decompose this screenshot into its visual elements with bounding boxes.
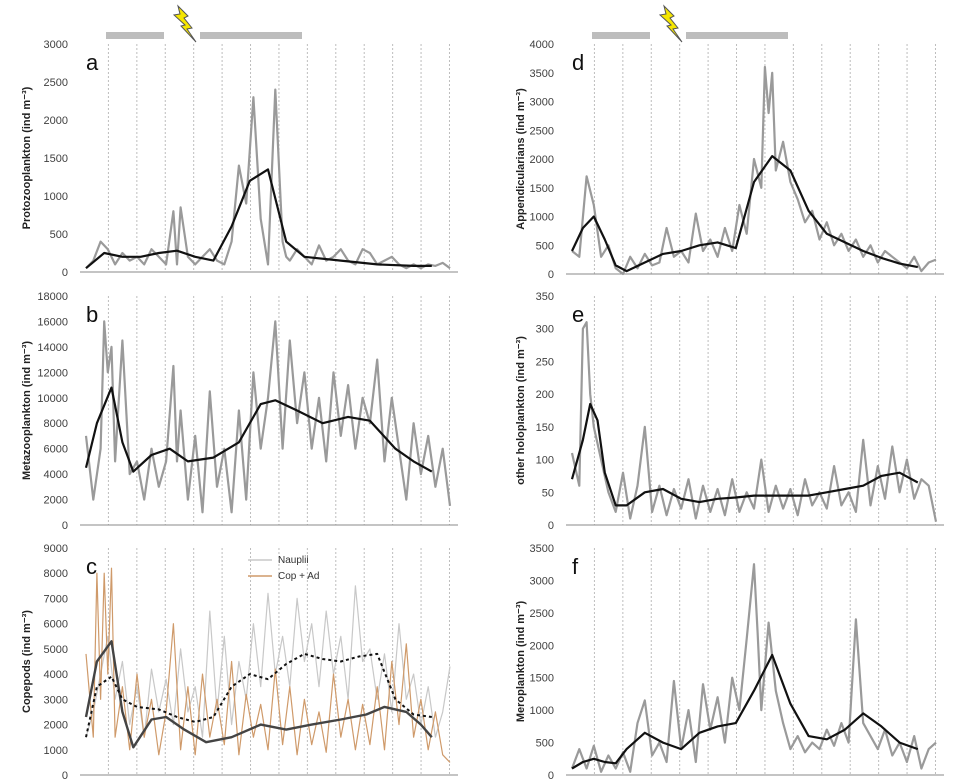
y-tick-label: 2500 bbox=[44, 77, 68, 89]
y-tick-label: 250 bbox=[536, 356, 554, 368]
y-axis-label: Appendicularians (ind m⁻³) bbox=[515, 88, 527, 230]
panel-d: 0 500 1000 1500 2000 2500 3000 3500 4000 Appendic… bbox=[515, 4, 944, 281]
y-tick-label: 1000 bbox=[530, 705, 554, 717]
y-tick-label: 3000 bbox=[44, 694, 68, 706]
legend-label: Cop + Ad bbox=[278, 571, 319, 582]
series-line-smooth-dotted bbox=[85, 652, 432, 738]
series-line-copad bbox=[85, 567, 451, 763]
y-tick-label: 9000 bbox=[44, 543, 68, 555]
y-tick-label: 4000 bbox=[530, 39, 554, 51]
series-line-raw bbox=[570, 563, 937, 773]
period-bar bbox=[592, 32, 650, 39]
y-tick-label: 2500 bbox=[530, 125, 554, 137]
y-tick-label: 4000 bbox=[44, 469, 68, 481]
y-tick-label: 2000 bbox=[44, 115, 68, 127]
y-tick-label: 350 bbox=[536, 291, 554, 303]
series-line-raw bbox=[571, 65, 937, 276]
panel-label: a bbox=[86, 50, 99, 75]
y-tick-label: 7000 bbox=[44, 593, 68, 605]
series-line-smooth bbox=[570, 402, 919, 507]
y-axis-label: Meroplankton (ind m⁻³) bbox=[515, 601, 527, 723]
y-axis-label: Copepods (ind m⁻³) bbox=[21, 610, 33, 713]
period-bar bbox=[106, 32, 164, 39]
y-tick-label: 50 bbox=[542, 487, 554, 499]
y-tick-label: 500 bbox=[536, 240, 554, 252]
series-line-smooth bbox=[571, 155, 919, 273]
y-tick-label: 5000 bbox=[44, 644, 68, 656]
panel-label: d bbox=[572, 50, 584, 75]
y-tick-label: 2000 bbox=[44, 720, 68, 732]
y-tick-label: 1500 bbox=[44, 153, 68, 165]
series-line-raw bbox=[84, 320, 452, 514]
series-line-smooth bbox=[85, 168, 432, 270]
y-tick-label: 150 bbox=[536, 422, 554, 434]
y-tick-label: 1000 bbox=[44, 191, 68, 203]
panel-b: 0 2000 4000 6000 8000 10000 12000 14000 16000 180… bbox=[21, 291, 458, 532]
y-tick-label: 2500 bbox=[530, 608, 554, 620]
y-tick-label: 100 bbox=[536, 455, 554, 467]
y-tick-label: 1000 bbox=[44, 745, 68, 757]
y-tick-label: 8000 bbox=[44, 418, 68, 430]
y-tick-label: 3000 bbox=[530, 575, 554, 587]
y-tick-label: 10000 bbox=[37, 393, 68, 405]
y-tick-label: 1500 bbox=[530, 183, 554, 195]
y-tick-label: 14000 bbox=[37, 342, 68, 354]
y-tick-label: 2000 bbox=[530, 640, 554, 652]
panel-f: 0 500 1000 1500 2000 2500 3000 3500 Meroplankton… bbox=[515, 543, 944, 782]
y-tick-label: 3000 bbox=[530, 97, 554, 109]
y-tick-label: 2000 bbox=[530, 154, 554, 166]
series-line-raw bbox=[570, 321, 938, 522]
y-tick-label: 3500 bbox=[530, 68, 554, 80]
y-tick-label: 0 bbox=[548, 770, 554, 782]
period-bar bbox=[686, 32, 788, 39]
y-tick-label: 18000 bbox=[37, 291, 68, 303]
y-tick-label: 1000 bbox=[530, 212, 554, 224]
y-tick-label: 200 bbox=[536, 389, 554, 401]
panel-label: e bbox=[572, 302, 584, 327]
series-line-raw bbox=[85, 88, 451, 270]
series-line-smooth bbox=[84, 640, 433, 749]
panel-label: f bbox=[572, 554, 579, 579]
y-axis-label: Protozooplankton (ind m⁻³) bbox=[21, 86, 33, 229]
y-tick-label: 3000 bbox=[44, 39, 68, 51]
y-tick-label: 0 bbox=[62, 267, 68, 279]
series-line-smooth bbox=[571, 653, 919, 770]
y-tick-label: 2000 bbox=[44, 495, 68, 507]
legend-label: Nauplii bbox=[278, 555, 309, 566]
panel-label: c bbox=[86, 554, 97, 579]
series-line-smooth bbox=[84, 386, 433, 473]
y-tick-label: 300 bbox=[536, 324, 554, 336]
panel-label: b bbox=[86, 302, 98, 327]
y-axis-label: Metazooplankton (ind m⁻³) bbox=[21, 341, 33, 480]
y-tick-label: 0 bbox=[548, 269, 554, 281]
y-tick-label: 8000 bbox=[44, 568, 68, 580]
y-tick-label: 3500 bbox=[530, 543, 554, 555]
period-bar bbox=[200, 32, 302, 39]
y-tick-label: 12000 bbox=[37, 367, 68, 379]
y-tick-label: 0 bbox=[62, 770, 68, 782]
series-line-nauplii bbox=[85, 585, 451, 738]
y-tick-label: 0 bbox=[62, 520, 68, 532]
y-tick-label: 0 bbox=[548, 520, 554, 532]
y-tick-label: 6000 bbox=[44, 619, 68, 631]
y-axis-label: other holoplankton (ind m⁻³) bbox=[515, 336, 527, 485]
lightning-icon bbox=[172, 4, 197, 43]
y-tick-label: 1500 bbox=[530, 673, 554, 685]
y-tick-label: 4000 bbox=[44, 669, 68, 681]
panel-e: 0 50 100 150 200 250 300 350 other holoplankton … bbox=[515, 291, 944, 532]
y-tick-label: 6000 bbox=[44, 444, 68, 456]
panel-c: 0 1000 2000 3000 4000 5000 6000 7000 8000 9000 Cop… bbox=[21, 543, 458, 782]
y-tick-label: 16000 bbox=[37, 316, 68, 328]
y-tick-label: 500 bbox=[536, 738, 554, 750]
lightning-icon bbox=[658, 4, 683, 43]
y-tick-label: 500 bbox=[50, 229, 68, 241]
panel-a: 0 500 1000 1500 2000 2500 3000 Protozooplankton… bbox=[21, 4, 458, 279]
